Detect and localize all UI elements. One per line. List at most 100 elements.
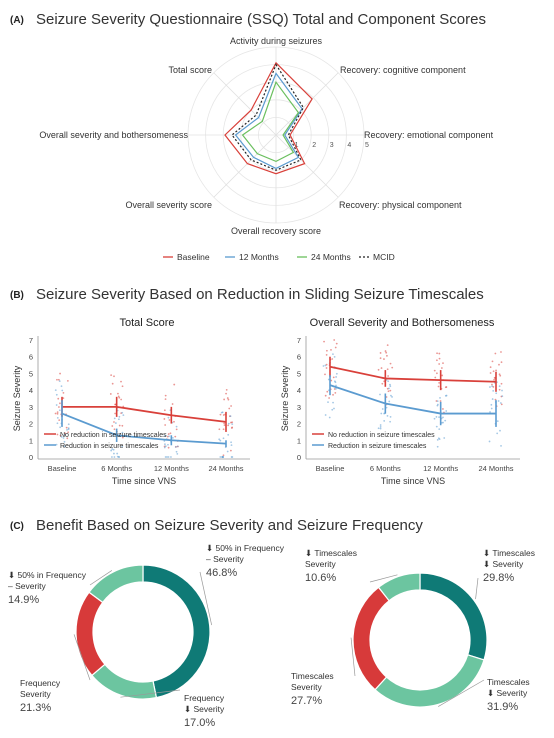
x-tick-label: 24 Months [208, 464, 243, 473]
slice-label: ⬇ 50% in Frequency [206, 543, 285, 553]
data-point [58, 409, 61, 412]
data-point [386, 354, 388, 357]
data-point [175, 428, 178, 431]
data-point [66, 379, 69, 382]
data-point [173, 383, 176, 386]
data-point [379, 426, 382, 428]
data-point [380, 412, 383, 415]
data-point [333, 339, 336, 341]
data-point [111, 435, 114, 438]
data-point [390, 394, 392, 397]
data-point [56, 417, 59, 419]
data-point [498, 373, 501, 376]
data-point [229, 415, 232, 418]
panel-a-letter: (A) [10, 15, 24, 26]
data-point [164, 434, 166, 437]
data-point [444, 386, 447, 389]
data-point [174, 446, 177, 448]
data-point [63, 440, 66, 443]
data-point [442, 416, 444, 419]
radar-chart: 1 2 3 4 5 Activity during seizures Recovery: c… [39, 36, 493, 262]
data-point [441, 374, 444, 377]
data-point [389, 415, 392, 418]
data-point [436, 359, 438, 362]
slice-percent: 17.0% [184, 717, 215, 729]
data-point [56, 433, 59, 436]
data-point [164, 424, 167, 426]
data-point [227, 398, 230, 401]
legend-label: No reduction in seizure timescales [328, 432, 435, 439]
data-point [164, 443, 166, 446]
radar-axis-label: Overall recovery score [231, 226, 321, 236]
data-point [496, 432, 499, 435]
radar-tick-label: 3 [330, 142, 334, 149]
data-point [58, 406, 60, 408]
y-tick-label: 1 [29, 436, 33, 445]
data-point [221, 456, 224, 458]
data-point [335, 387, 337, 390]
leader-line [350, 637, 356, 677]
data-point [500, 444, 502, 447]
data-point [164, 456, 167, 458]
y-tick-label: 2 [29, 420, 33, 429]
legend-label: No reduction in seizure timescales [60, 432, 167, 439]
data-point [113, 417, 116, 420]
slice-label: Severity [291, 682, 322, 692]
data-point [67, 431, 69, 434]
data-point [219, 439, 222, 442]
data-point [55, 404, 58, 406]
legend-label: Reduction in seizure timescales [60, 443, 159, 450]
radar-series-12-months [234, 72, 303, 170]
data-point [332, 393, 334, 396]
data-point [328, 416, 331, 419]
data-point [226, 397, 229, 399]
radar-tick-label: 4 [347, 142, 351, 149]
data-point [120, 398, 123, 401]
data-point [174, 435, 177, 438]
data-point [437, 385, 440, 388]
slice-label: – Severity [206, 554, 245, 564]
data-point [113, 456, 116, 458]
data-point [444, 419, 447, 422]
data-point [225, 392, 227, 395]
data-point [62, 437, 65, 439]
data-point [493, 378, 495, 381]
data-point [223, 424, 226, 426]
y-axis-label: Seizure Severity [12, 365, 22, 431]
panel-a-title: Seizure Severity Questionnaire (SSQ) Tot… [36, 11, 486, 28]
data-point [120, 380, 122, 383]
data-point [445, 394, 448, 397]
radar-axis-label: Recovery: physical component [339, 200, 462, 210]
line-chart-title: Total Score [119, 317, 174, 329]
data-point [60, 385, 63, 388]
slice-label: Timescales [291, 671, 334, 681]
data-point [230, 405, 233, 407]
data-point [113, 428, 116, 431]
data-point [116, 452, 119, 455]
data-point [121, 431, 124, 434]
data-point [55, 393, 58, 396]
data-point [109, 393, 112, 395]
data-point [219, 413, 222, 416]
data-point [500, 351, 502, 353]
data-point [324, 364, 327, 367]
data-point [492, 370, 495, 373]
leader-line [369, 574, 398, 583]
data-point [65, 426, 68, 429]
slice-label: – Severity [8, 581, 47, 591]
data-point [110, 449, 113, 452]
data-point [222, 437, 225, 440]
data-point [386, 414, 389, 417]
data-point [111, 456, 113, 458]
data-point [379, 357, 382, 360]
data-point [231, 423, 234, 426]
data-point [227, 424, 230, 427]
data-point [167, 456, 170, 458]
slice-percent: 31.9% [487, 701, 518, 713]
y-tick-label: 0 [297, 453, 301, 462]
data-point [435, 416, 438, 418]
data-point [58, 419, 61, 422]
data-point [173, 420, 175, 423]
data-point [163, 446, 166, 449]
data-point [436, 445, 439, 448]
